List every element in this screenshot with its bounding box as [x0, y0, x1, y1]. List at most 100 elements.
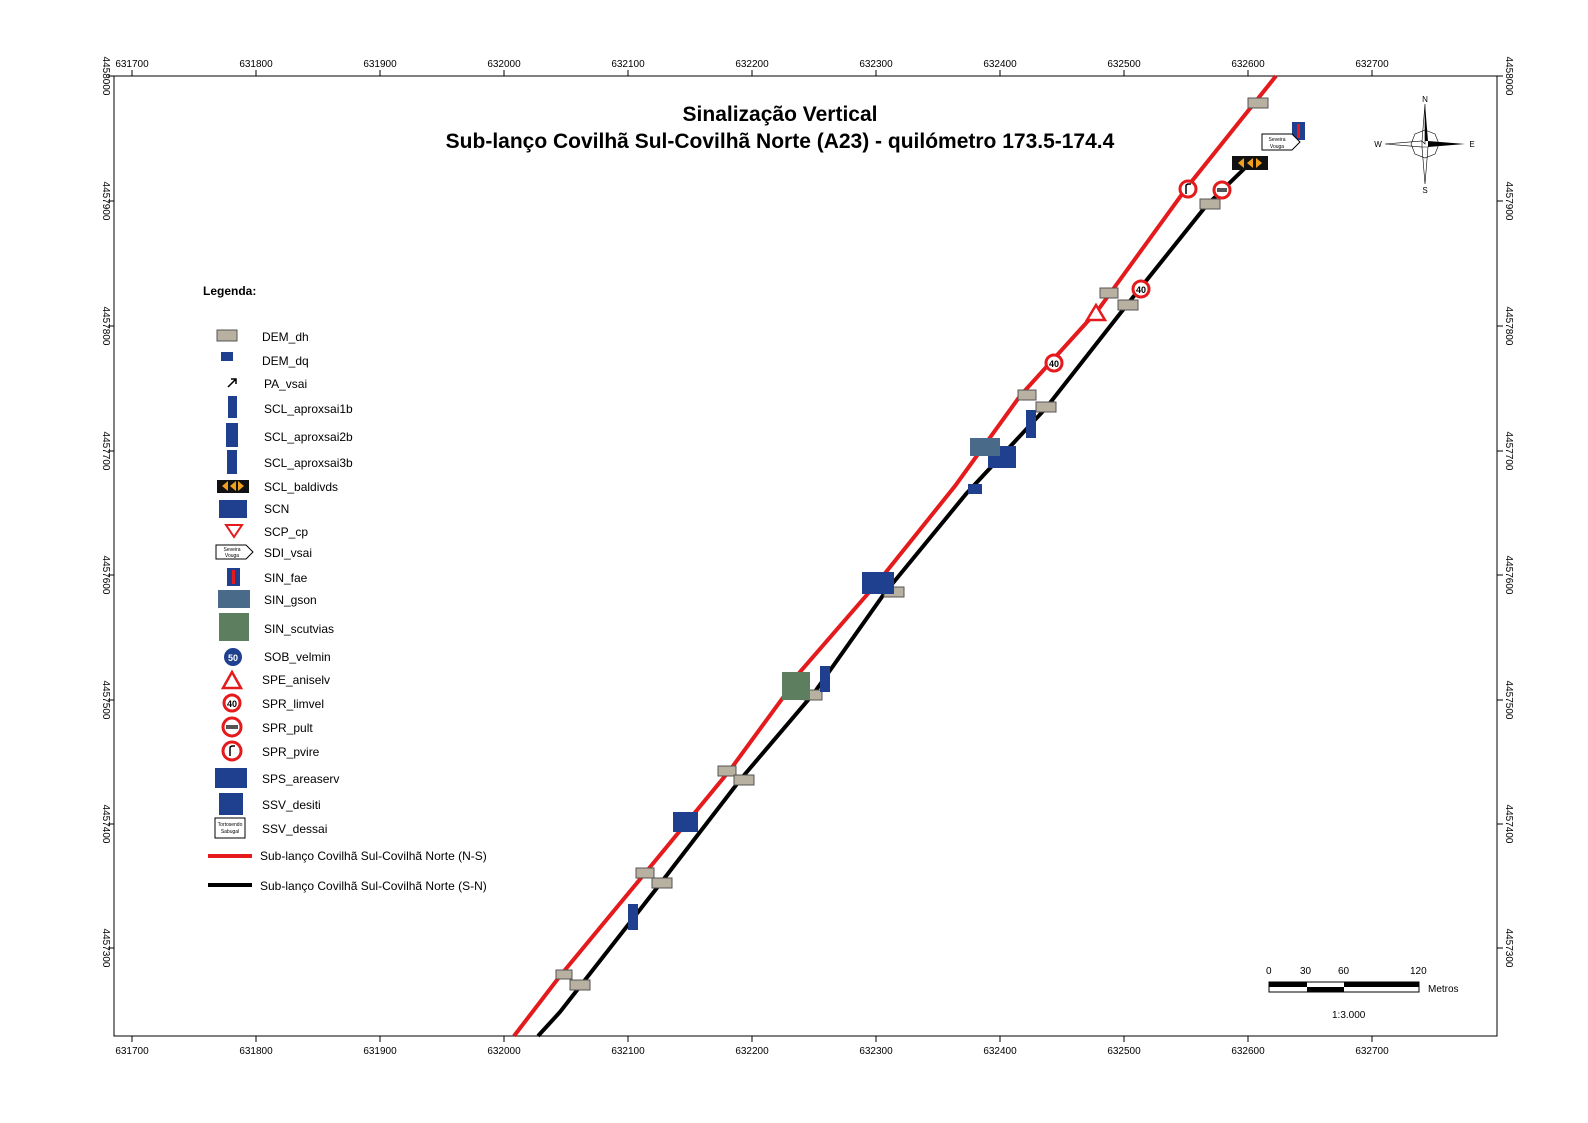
- dem-dh-sign: [1099, 287, 1119, 299]
- legend-label: SCL_baldivds: [264, 480, 339, 494]
- x-tick-bottom: 632000: [487, 1046, 521, 1057]
- dem-dh-sign: [651, 877, 673, 889]
- scale-label: 30: [1300, 966, 1312, 977]
- scl-aproxsai-sign: [628, 904, 638, 930]
- legend-label: SPS_areaserv: [262, 772, 340, 786]
- legend-label: SCL_aproxsai3b: [264, 456, 353, 470]
- legend-title: Legenda:: [203, 284, 257, 298]
- y-tick-left: 4457600: [100, 556, 111, 595]
- legend-symbol-ssv-desiti: [219, 793, 243, 815]
- x-tick-bottom: 632300: [859, 1046, 893, 1057]
- x-tick-top: 632300: [859, 59, 893, 70]
- legend-ssv-text: Tortosendo: [218, 822, 243, 828]
- legend-symbol-ssv-dessai: [214, 817, 246, 839]
- y-tick-right: 4457700: [1503, 432, 1514, 471]
- legend-symbol-scl-aproxsai3b: [227, 450, 237, 474]
- x-tick-top: 632000: [487, 59, 521, 70]
- dem-dh-sign: [1117, 299, 1139, 311]
- scale-label: 60: [1338, 966, 1350, 977]
- road-signs: Seveira Vouga 40 40: [555, 97, 1305, 991]
- spr-limvel-text: 40: [1049, 359, 1059, 369]
- legend-symbol-sdi-vsai: [215, 544, 254, 560]
- legend-symbol-scp-cp: [224, 524, 244, 539]
- sdi-vsai-sign: [1261, 133, 1301, 151]
- y-tick-left: 4457800: [100, 307, 111, 346]
- compass-w: W: [1374, 140, 1382, 149]
- y-tick-right: 4458000: [1503, 57, 1514, 96]
- scale-label: 120: [1410, 966, 1427, 977]
- legend-limvel-text: 40: [227, 699, 237, 709]
- axis-ticks: [108, 70, 1503, 1042]
- legend-label: SSV_desiti: [262, 798, 321, 812]
- y-tick-right: 4457800: [1503, 307, 1514, 346]
- y-tick-left: 4457700: [100, 432, 111, 471]
- legend-symbols: Seveira Vouga 50 40 Tortosendo Sabugal: [208, 329, 254, 887]
- y-tick-right: 4457500: [1503, 681, 1514, 720]
- scale-bar: [1268, 981, 1420, 993]
- legend-symbol-spe-aniselv: [220, 669, 244, 690]
- legend-symbol-scl-aproxsai1b: [228, 396, 237, 418]
- x-tick-top: 632600: [1231, 59, 1265, 70]
- x-tick-bottom: 632600: [1231, 1046, 1265, 1057]
- spr-limvel-sign: [1131, 279, 1151, 299]
- x-tick-bottom: 631800: [239, 1046, 273, 1057]
- sps-areaserv-sign: [862, 572, 894, 594]
- dem-dh-sign: [1247, 97, 1269, 109]
- compass-rose: N S E W: [1374, 95, 1474, 195]
- legend-label: SCL_aproxsai2b: [264, 430, 353, 444]
- legend-symbol-spr-pvire: [221, 740, 243, 762]
- compass-s: S: [1422, 186, 1427, 195]
- y-tick-left: 4457300: [100, 929, 111, 968]
- legend-label: SPR_pult: [262, 721, 313, 735]
- legend-label: SIN_scutvias: [264, 622, 335, 636]
- legend-symbol-sin-gson: [218, 590, 250, 608]
- dem-dh-sign: [555, 969, 573, 980]
- x-tick-top: 632500: [1107, 59, 1141, 70]
- legend-label: SSV_dessai: [262, 822, 328, 836]
- legend-label-route-ns: Sub-lanço Covilhã Sul-Covilhã Norte (N-S…: [260, 849, 487, 863]
- y-tick-left: 4457400: [100, 805, 111, 844]
- legend-sdi-text: Seveira: [224, 547, 241, 553]
- legend-label: DEM_dq: [262, 354, 309, 368]
- spr-limvel-text: 40: [1136, 285, 1146, 295]
- x-tick-bottom: 631700: [115, 1046, 149, 1057]
- legend-label: SPE_aniselv: [262, 673, 331, 687]
- legend-label: SCN: [264, 502, 290, 516]
- legend-velmin-text: 50: [228, 653, 238, 663]
- scl-aproxsai-sign: [820, 666, 830, 692]
- y-tick-right: 4457600: [1503, 556, 1514, 595]
- legend-label: PA_vsai: [264, 377, 308, 391]
- map-title: Sinalização Vertical: [682, 103, 878, 126]
- x-tick-top: 632400: [983, 59, 1017, 70]
- legend-symbol-sob-velmin: [224, 648, 242, 666]
- scale-label: 0: [1266, 966, 1272, 977]
- legend-symbol-scl-aproxsai2b: [226, 423, 238, 447]
- y-tick-left: 4457500: [100, 681, 111, 720]
- legend-label: SCL_aproxsai1b: [264, 402, 353, 416]
- x-tick-bottom: 632700: [1355, 1046, 1389, 1057]
- dem-dh-sign: [1017, 389, 1037, 401]
- legend-symbol-dem-dh: [216, 329, 238, 342]
- scl-aproxsai-sign: [1026, 410, 1036, 438]
- dem-dh-sign: [1199, 198, 1221, 210]
- x-tick-top: 632100: [611, 59, 645, 70]
- map-subtitle: Sub-lanço Covilhã Sul-Covilhã Norte (A23…: [445, 130, 1115, 153]
- compass-e: E: [1469, 140, 1474, 149]
- map-frame: [113, 75, 1498, 1037]
- sin-gson-sign: [970, 438, 1000, 456]
- spe-aniselv-sign: [1084, 302, 1108, 322]
- y-tick-left: 4458000: [100, 57, 111, 96]
- x-tick-bottom: 632500: [1107, 1046, 1141, 1057]
- legend-symbol-scn: [219, 500, 247, 518]
- dem-dh-sign: [635, 867, 655, 879]
- y-tick-left: 4457900: [100, 182, 111, 221]
- x-tick-top: 632700: [1355, 59, 1389, 70]
- dem-dh-sign: [569, 979, 591, 991]
- legend-symbol-sin-scutvias: [219, 613, 249, 641]
- scale-unit: Metros: [1428, 984, 1459, 995]
- dem-dh-sign: [1035, 401, 1057, 413]
- x-tick-top: 632200: [735, 59, 769, 70]
- dem-dh-sign: [733, 774, 755, 786]
- legend-label: SDI_vsai: [264, 546, 313, 560]
